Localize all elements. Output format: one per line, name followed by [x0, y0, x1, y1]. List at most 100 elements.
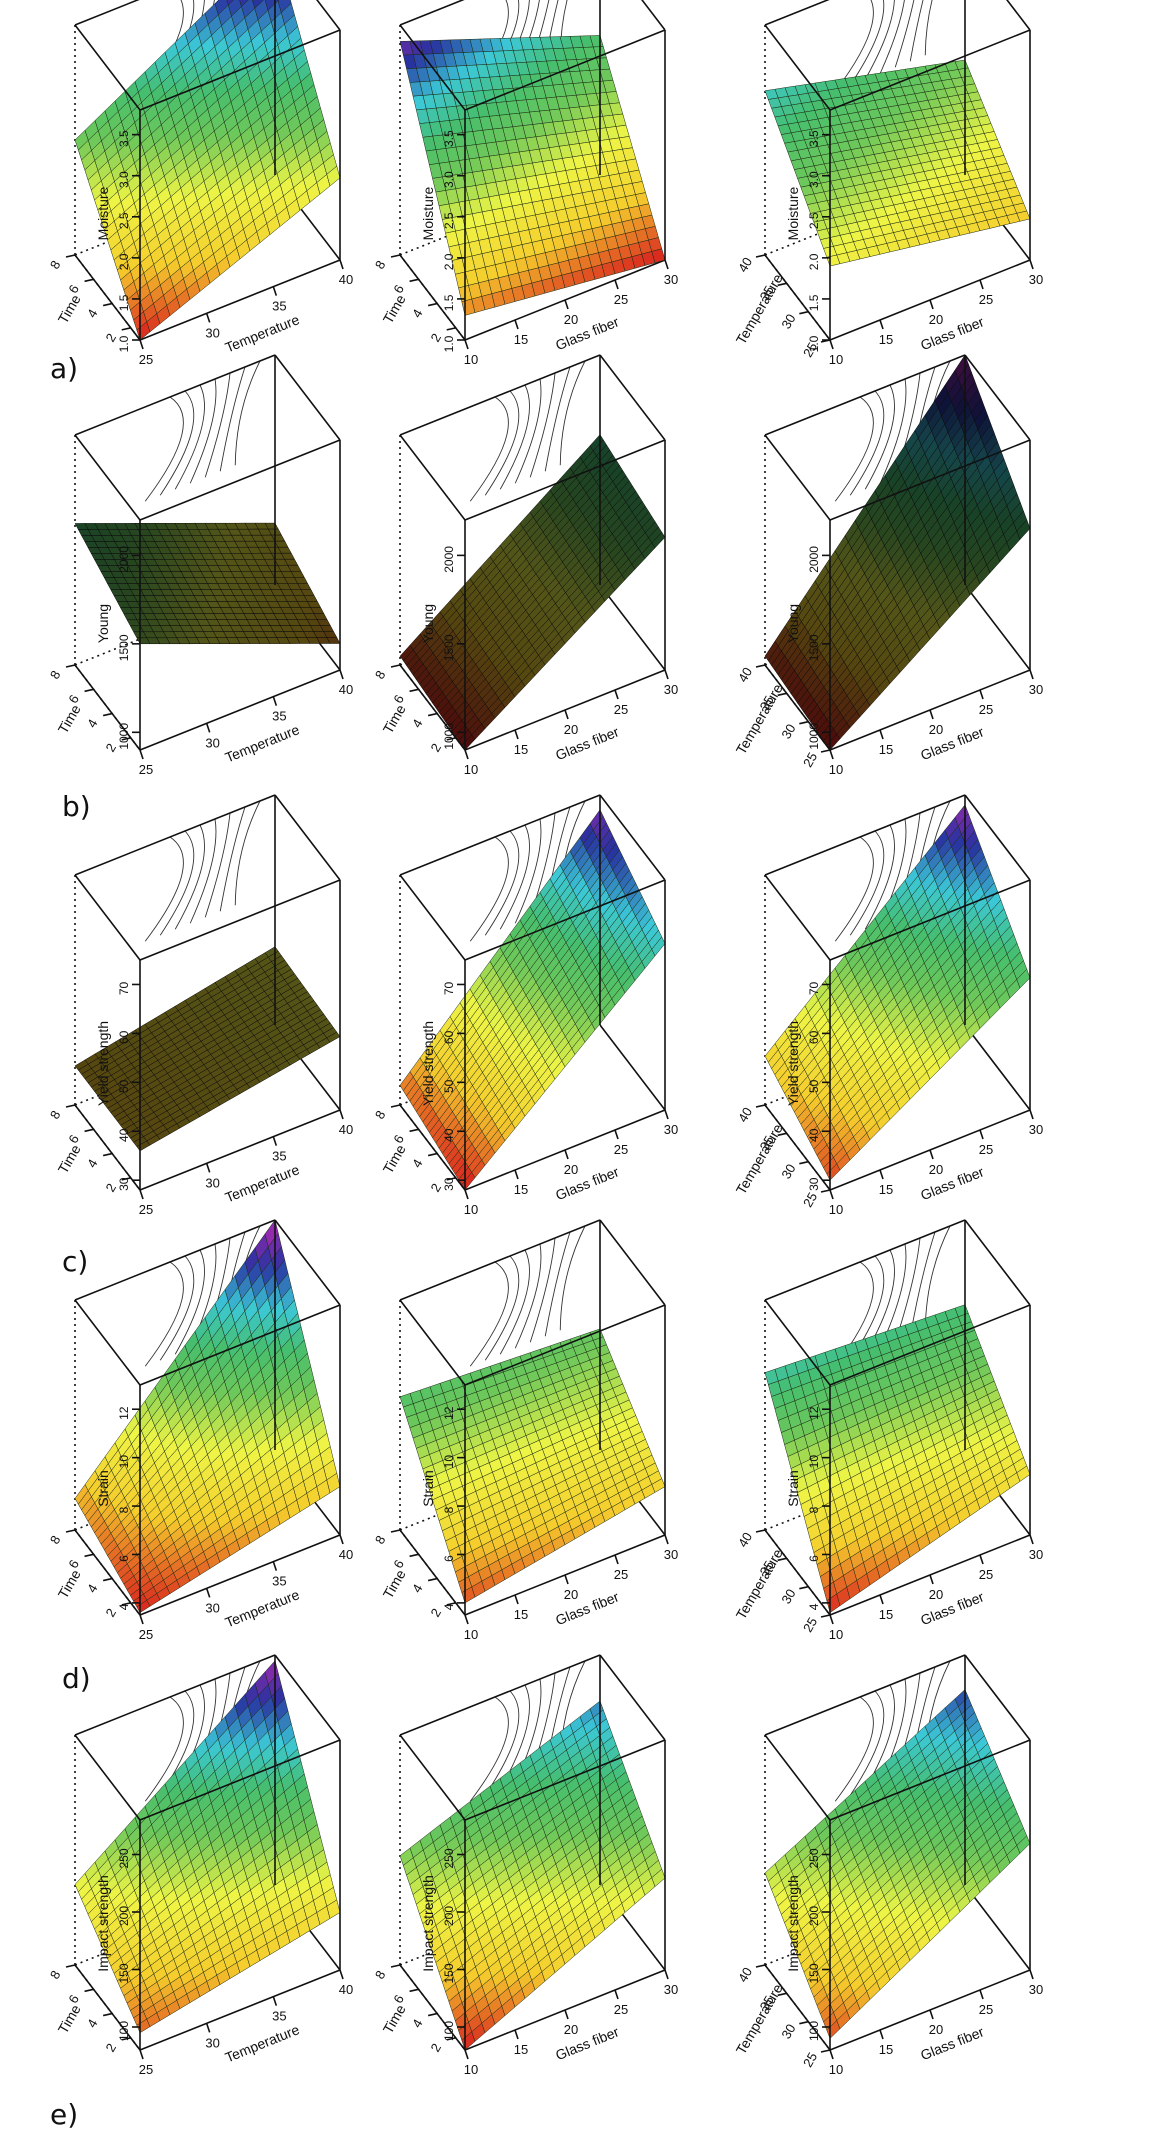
right-floor-edge [964, 1024, 1031, 1111]
z-tick-label: 3.0 [117, 171, 131, 188]
x-tick-label: 35 [272, 1149, 286, 1164]
top-left-edge [74, 1299, 141, 1386]
surface-cell [326, 165, 341, 187]
z-tick-label: 30 [807, 1177, 821, 1191]
top-contour-line [849, 0, 885, 86]
y-axis-line [399, 1104, 466, 1191]
x-tick-label: 20 [564, 1162, 578, 1177]
y-tick-label: 40 [735, 255, 755, 275]
z-axis-label: Moisture [95, 186, 111, 240]
x-tick-label: 20 [929, 722, 943, 737]
top-back-edge [764, 0, 830, 26]
right-floor-edge [599, 1024, 666, 1111]
y-axis-line [764, 1104, 831, 1191]
top-contour-line [469, 1261, 509, 1367]
y-axis-label: Time [55, 702, 84, 737]
z-tick-label: 4 [117, 1603, 131, 1610]
x-tick [829, 1189, 834, 1200]
x-tick [1029, 1109, 1034, 1120]
y-tick [446, 737, 456, 741]
top-contour-line [514, 1243, 542, 1349]
y-axis-label: Temperature [733, 681, 786, 757]
top-contour-line [864, 384, 895, 490]
x-tick-label: 35 [272, 709, 286, 724]
x-tick [139, 1189, 144, 1200]
surface [399, 809, 666, 1191]
row-label-a: a) [50, 352, 79, 385]
hidden-edges [74, 875, 276, 1191]
z-tick-label: 50 [807, 1079, 821, 1093]
y-tick-label: 4 [409, 1156, 426, 1170]
top-left-edge [764, 434, 831, 521]
box-edges [764, 0, 1031, 341]
x-tick-label: 25 [979, 292, 993, 307]
z-tick-label: 2000 [442, 546, 456, 573]
x-tick-label: 10 [464, 352, 478, 367]
x-tick [514, 729, 519, 740]
top-contour-line [234, 360, 261, 466]
y-axis-line [74, 254, 141, 341]
hidden-edges [399, 25, 601, 341]
x-tick-label: 25 [979, 702, 993, 717]
top-front-edge [139, 29, 341, 111]
y-tick [65, 664, 76, 668]
y-tick-label: 35 [757, 283, 777, 303]
z-tick-label: 6 [117, 1555, 131, 1562]
hidden-edges [74, 435, 276, 751]
x-tick [564, 299, 569, 310]
y-axis-line [74, 1104, 141, 1191]
y-tick [409, 688, 419, 693]
z-tick-label: 2.0 [442, 253, 456, 270]
top-contour-line [204, 372, 231, 478]
top-contour-line [144, 396, 184, 502]
x-tick-label: 15 [879, 742, 893, 757]
z-tick-label: 1000 [117, 723, 131, 750]
top-contour-line [174, 384, 205, 490]
y-tick [121, 327, 131, 331]
x-tick-label: 10 [464, 1202, 478, 1217]
top-left-edge [399, 874, 466, 961]
surface-plot-a-1: 25303540Temperature2468Time1.01.52.02.53… [47, 0, 353, 367]
x-tick [879, 1169, 884, 1180]
top-back-edge [399, 0, 465, 26]
top-back-edge [764, 794, 966, 876]
top-front-edge [139, 1304, 341, 1386]
surface-cell [326, 637, 341, 644]
y-axis-line [74, 1529, 141, 1616]
top-contour-line [514, 818, 542, 924]
x-tick-label: 40 [339, 1547, 353, 1562]
y-tick-label: 8 [47, 1108, 64, 1122]
x-tick-label: 10 [464, 762, 478, 777]
y-tick-label: 4 [409, 716, 426, 730]
top-contour-line [219, 366, 246, 472]
x-tick-label: 25 [979, 1142, 993, 1157]
top-contour-line [204, 812, 231, 918]
x-tick-label: 30 [205, 1600, 219, 1615]
x-tick-label: 25 [139, 762, 153, 777]
x-axis-label: Temperature [223, 721, 302, 765]
top-left-edge [74, 434, 141, 521]
top-contours [834, 0, 933, 92]
x-tick [979, 689, 984, 700]
z-axis-label: Young [95, 604, 111, 643]
y-tick [427, 1152, 438, 1157]
x-tick [1029, 669, 1034, 680]
z-tick-label: 30 [442, 1177, 456, 1191]
x-tick [205, 1588, 211, 1598]
top-contour-line [834, 396, 874, 502]
surface-cell [651, 531, 666, 549]
z-tick-label: 1.5 [117, 294, 131, 311]
y-axis-label: Temperature [733, 1121, 786, 1197]
y-tick-label: 4 [84, 306, 101, 320]
top-right-edge [316, 0, 341, 31]
z-tick-label: 40 [442, 1128, 456, 1142]
surface-cell [326, 1031, 341, 1043]
surface [74, 946, 341, 1152]
